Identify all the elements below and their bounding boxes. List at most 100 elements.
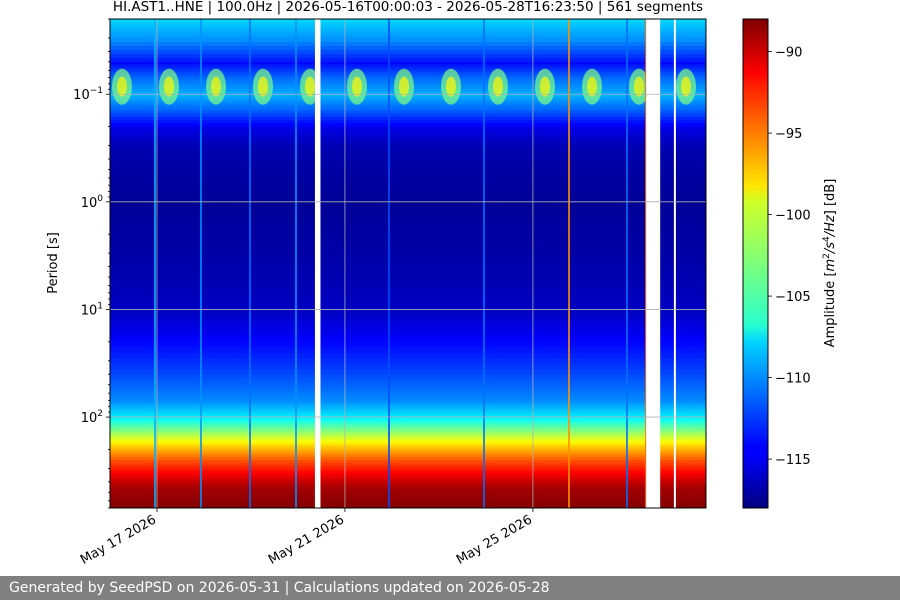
spectrogram-band — [110, 387, 706, 393]
microseism-blob-core — [540, 76, 550, 97]
y-axis-ticks: 10−1 100 101 102 — [73, 18, 110, 509]
spectrogram-band — [110, 358, 706, 365]
spectrogram-band — [110, 53, 706, 59]
microseism-blob-core — [352, 76, 362, 97]
spectrogram-band — [110, 439, 706, 443]
spectrogram-band — [110, 374, 706, 380]
spectrogram-band — [110, 106, 706, 111]
x-tick-label: May 25 2026 — [454, 512, 535, 567]
spectrogram-band — [110, 191, 706, 198]
spectrogram-band — [110, 487, 706, 492]
x-tick-label: May 21 2026 — [266, 512, 347, 567]
spectrogram-band — [110, 28, 706, 33]
y-tick-label: 10−1 — [73, 86, 103, 103]
spectrogram-band — [110, 169, 706, 176]
spectrogram-band — [110, 304, 706, 311]
transient-streak — [200, 19, 202, 508]
spectrogram-band — [110, 341, 706, 348]
spectrogram-band — [110, 161, 706, 167]
spectrogram-band — [110, 454, 706, 458]
grid-lines — [110, 19, 706, 508]
spectrogram-band — [110, 41, 706, 47]
spectrogram-band — [110, 483, 706, 486]
spectrogram-band — [110, 109, 706, 114]
colorbar-tick-label: −110 — [775, 372, 811, 387]
transient-streak — [568, 19, 570, 508]
spectrogram-band — [110, 441, 706, 446]
spectrogram-band — [110, 465, 706, 469]
spectrogram-band — [110, 262, 706, 271]
spectrogram-band — [110, 234, 706, 242]
microseism-blob-core — [587, 76, 597, 97]
y-axis-label: Period [s] — [46, 232, 61, 294]
microseism-blob-core — [305, 76, 315, 97]
spectrogram-band — [110, 241, 706, 250]
spectrogram-band — [110, 207, 706, 214]
spectrogram-band — [110, 479, 706, 483]
spectrogram-band — [110, 314, 706, 321]
spectrogram-band — [110, 391, 706, 397]
transient-streak — [249, 19, 251, 508]
spectrogram-band — [110, 22, 706, 26]
microseism-blob-core — [634, 76, 644, 97]
spectrogram-band — [110, 431, 706, 435]
spectrogram-band — [110, 129, 706, 134]
spectrogram-band — [110, 287, 706, 294]
spectrogram-band — [110, 501, 706, 506]
spectrogram-band — [110, 504, 706, 508]
microseism-blob-core — [399, 76, 409, 97]
microseism-blob-core — [446, 76, 456, 97]
spectrogram-band — [110, 142, 706, 147]
spectrogram-band — [110, 34, 706, 39]
spectrogram-band — [110, 57, 706, 63]
microseism-blob-core — [493, 76, 503, 97]
spectrogram-band — [110, 368, 706, 375]
spectrogram-band — [110, 449, 706, 453]
spectrogram-band — [110, 136, 706, 140]
spectrogram-band — [110, 423, 706, 426]
spectrogram-band — [110, 470, 706, 474]
spectrogram-band — [110, 494, 706, 499]
spectrogram-band — [110, 132, 706, 137]
data-gaps — [314, 19, 676, 508]
spectrogram-band — [110, 165, 706, 171]
spectrogram-band — [110, 400, 706, 404]
spectrogram-band — [110, 459, 706, 464]
spectrogram-band — [110, 485, 706, 488]
spectrogram-band — [110, 325, 706, 332]
spectrogram-band — [110, 475, 706, 479]
spectrogram-band — [110, 447, 706, 451]
spectrogram-band — [110, 462, 706, 466]
spectrogram-band — [110, 417, 706, 420]
spectrogram-chart: HI.AST1..HNE | 100.0Hz | 2026-05-16T00:0… — [46, 0, 838, 568]
microseism-blobs — [112, 68, 696, 105]
spectrogram-plot-area — [110, 19, 706, 508]
transient-streak — [154, 19, 156, 508]
spectrogram-band — [110, 421, 706, 424]
spectrogram-band — [110, 174, 706, 181]
spectrogram-band — [110, 436, 706, 441]
spectrogram-band — [110, 113, 706, 118]
spectrogram-band — [110, 382, 706, 388]
spectrogram-band — [110, 477, 706, 481]
spectrogram-band — [110, 320, 706, 327]
spectrogram-band — [110, 185, 706, 192]
spectrogram-band — [110, 427, 706, 430]
spectrogram-band — [110, 67, 706, 71]
x-tick-label: May 17 2026 — [78, 512, 159, 567]
y-tick-label: 100 — [81, 194, 104, 211]
spectrogram-band — [110, 145, 706, 151]
data-gap — [673, 19, 676, 508]
chart-title: HI.AST1..HNE | 100.0Hz | 2026-05-16T00:0… — [113, 0, 703, 15]
spectrogram-band — [110, 102, 706, 106]
spectrogram-band — [110, 408, 706, 413]
spectrogram-band — [110, 331, 706, 338]
spectrogram-band — [110, 425, 706, 428]
x-axis-ticks: May 17 2026 May 21 2026 May 25 2026 — [78, 508, 535, 568]
spectrogram-band — [110, 336, 706, 343]
spectrogram-band — [110, 457, 706, 461]
spectrogram-band — [110, 126, 706, 131]
microseism-blob-core — [211, 76, 221, 97]
spectrogram-band — [110, 19, 706, 23]
spectrogram-band — [110, 497, 706, 502]
